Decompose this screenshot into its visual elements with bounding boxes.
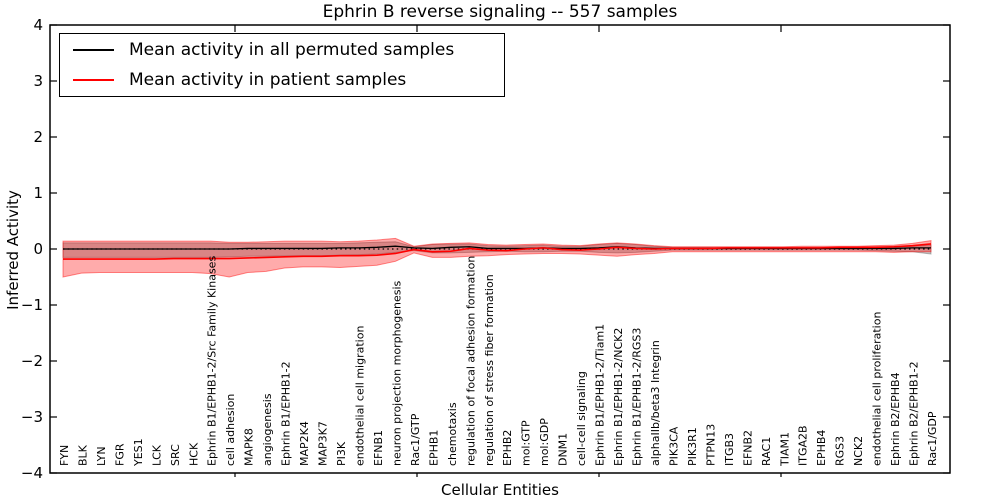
x-tick-label: Ephrin B1/EPHB1-2 [280, 361, 293, 466]
x-tick-label: RGS3 [834, 436, 847, 466]
y-tick-label: −4 [21, 464, 43, 482]
x-tick-label: PI3K [335, 441, 348, 466]
x-tick-label: MAPK8 [243, 428, 256, 466]
x-tick-label: chemotaxis [446, 402, 459, 466]
y-tick-label: −1 [21, 296, 43, 314]
x-tick-label: HCK [187, 442, 200, 466]
x-tick-label: PIK3CA [667, 426, 680, 466]
x-tick-label: SRC [169, 444, 182, 466]
x-tick-label: angiogenesis [261, 393, 274, 466]
patient-confidence-band [62, 237, 932, 278]
x-tick-label: FYN [58, 445, 71, 466]
x-tick-label: Ephrin B1/EPHB1-2/NCK2 [612, 328, 625, 466]
y-tick-label: 2 [33, 128, 43, 146]
x-tick-label: neuron projection morphogenesis [390, 280, 403, 466]
x-tick-label: cell adhesion [224, 394, 237, 466]
x-tick-label: ITGB3 [723, 433, 736, 466]
x-tick-label: alphaIIb/beta3 Integrin [649, 340, 662, 466]
x-tick-label: BLK [76, 444, 89, 466]
x-tick-label: Ephrin B1/EPHB1-2/Tiam1 [594, 324, 607, 466]
x-tick-label: endothelial cell proliferation [871, 312, 884, 466]
x-tick-label: regulation of stress fiber formation [483, 274, 496, 466]
x-tick-label: regulation of focal adhesion formation [464, 256, 477, 466]
y-tick-label: 0 [33, 240, 43, 258]
x-tick-label: RAC1 [760, 437, 773, 466]
x-tick-label: EFNB2 [741, 430, 754, 466]
legend-label-patient: Mean activity in patient samples [129, 69, 407, 90]
legend: Mean activity in all permuted samples Me… [59, 33, 505, 97]
x-tick-label: TIAM1 [778, 432, 791, 467]
x-tick-label: Ephrin B2/EPHB1-2 [908, 361, 921, 466]
x-tick-label: PTPN13 [704, 424, 717, 466]
x-tick-label: FGR [113, 443, 126, 466]
legend-item-patient: Mean activity in patient samples [60, 65, 504, 95]
x-tick-label: mol:GDP [538, 418, 551, 466]
x-tick-label: Rac1/GTP [409, 413, 422, 466]
x-tick-label: LYN [95, 446, 108, 466]
x-tick-label: LCK [150, 444, 163, 466]
x-tick-label: Ephrin B1/EPHB1-2/RGS3 [631, 328, 644, 466]
legend-item-permuted: Mean activity in all permuted samples [60, 35, 504, 65]
x-tick-label: YES1 [132, 438, 145, 467]
x-tick-label: EPHB2 [501, 430, 514, 466]
y-tick-label: 1 [33, 184, 43, 202]
x-tick-label: ITGA2B [797, 425, 810, 466]
x-tick-label: Rac1/GDP [926, 411, 939, 466]
y-tick-label: −3 [21, 408, 43, 426]
legend-label-permuted: Mean activity in all permuted samples [129, 39, 455, 60]
patient-mean-line [63, 243, 932, 260]
x-tick-label: MAP2K4 [298, 421, 311, 466]
x-axis-title: Cellular Entities [441, 481, 559, 499]
x-tick-label: cell-cell signaling [575, 371, 588, 466]
x-tick-label: Ephrin B1/EPHB1-2/Src Family Kinases [206, 256, 219, 466]
y-tick-label: −2 [21, 352, 43, 370]
x-tick-label: EPHB1 [427, 430, 440, 466]
x-tick-label: DNM1 [557, 433, 570, 466]
x-tick-label: EFNB1 [372, 430, 385, 466]
permuted-line-swatch [73, 49, 114, 51]
x-tick-label: endothelial cell migration [353, 326, 366, 466]
chart-title: Ephrin B reverse signaling -- 557 sample… [322, 2, 678, 22]
x-tick-label: mol:GTP [520, 420, 533, 466]
x-tick-label: PIK3R1 [686, 427, 699, 466]
x-tick-label: NCK2 [852, 436, 865, 466]
y-tick-label: 3 [33, 72, 43, 90]
y-tick-label: 4 [33, 16, 43, 34]
x-tick-label: Ephrin B2/EPHB4 [889, 372, 902, 466]
patient-line-swatch [73, 79, 114, 81]
x-tick-label: EPHB4 [815, 430, 828, 466]
x-tick-label: MAP3K7 [317, 421, 330, 466]
